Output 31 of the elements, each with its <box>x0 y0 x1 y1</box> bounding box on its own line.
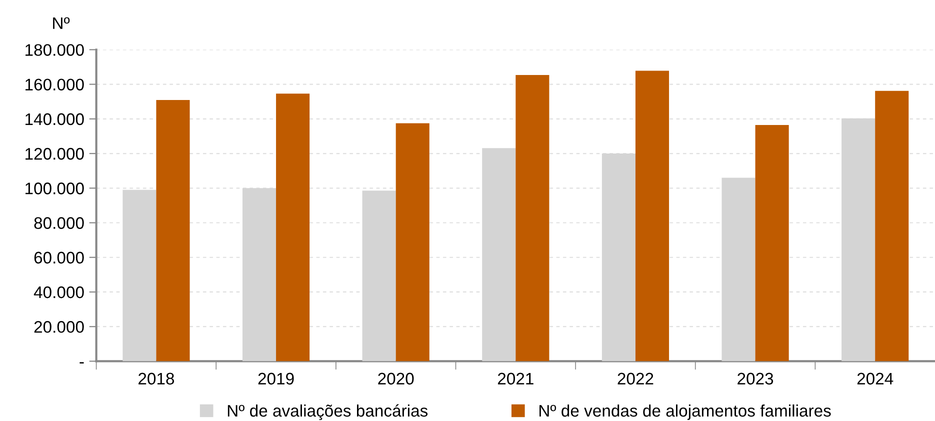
bar <box>396 123 430 362</box>
bar <box>362 190 396 362</box>
x-tick-label: 2018 <box>138 372 174 385</box>
y-tick-label: 60.000 <box>34 252 84 264</box>
y-tick-label: 160.000 <box>26 78 84 90</box>
bar <box>842 118 876 362</box>
y-tick-label: 20.000 <box>34 321 84 333</box>
y-tick-label: 100.000 <box>26 182 84 194</box>
bar <box>875 90 909 362</box>
bar <box>276 94 310 362</box>
x-tick-label: 2024 <box>857 372 894 385</box>
y-tick-label: 140.000 <box>26 113 84 126</box>
x-tick-label: 2022 <box>618 372 654 385</box>
bar <box>722 178 756 362</box>
y-tick-label: 120.000 <box>26 148 84 160</box>
legend-label: Nº de avaliações bancárias <box>228 404 428 420</box>
x-tick-label: 2019 <box>258 372 294 385</box>
bar <box>516 74 550 362</box>
x-tick-label: 2020 <box>378 372 414 385</box>
y-tick-label: 180.000 <box>26 44 84 56</box>
legend-label: Nº de vendas de alojamentos familiares <box>540 404 831 420</box>
x-tick-label: 2023 <box>738 372 774 385</box>
y-tick-label: 40.000 <box>34 286 84 298</box>
y-tick-label: - <box>80 362 84 364</box>
bar <box>635 70 670 362</box>
x-tick-label: 2021 <box>498 372 534 385</box>
bar <box>755 124 789 362</box>
y-tick-label: 80.000 <box>34 217 84 229</box>
bar <box>156 100 190 362</box>
y-axis-title: Nº <box>53 17 70 29</box>
bar <box>482 148 516 362</box>
